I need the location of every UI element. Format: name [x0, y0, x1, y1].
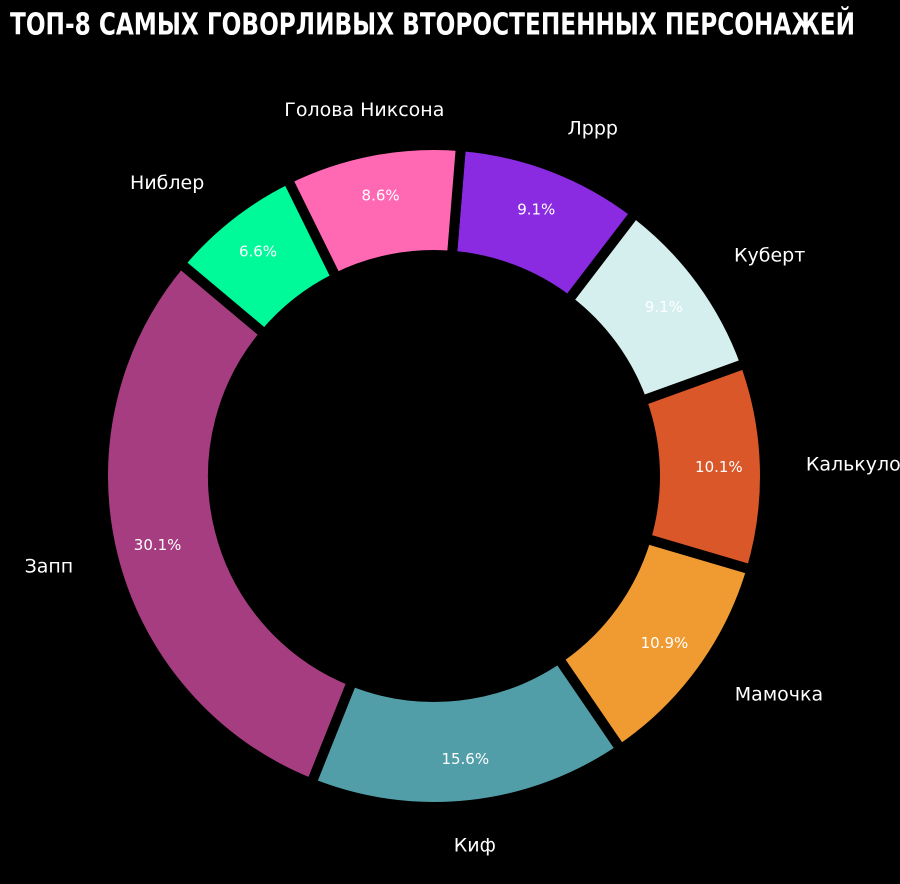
- value-label: 9.1%: [645, 298, 683, 316]
- value-label: 10.9%: [641, 634, 689, 652]
- category-label: Куберт: [734, 245, 805, 267]
- wedge: [173, 172, 343, 341]
- labels: 30.1% Запп 15.6% Киф 10.9% Мамочка 10.1% Кальку…: [25, 99, 900, 856]
- value-label: 9.1%: [517, 200, 555, 218]
- value-label: 10.1%: [695, 458, 743, 476]
- chart-title: ТОП-8 САМЫХ ГОВОРЛИВЫХ ВТОРОСТЕПЕННЫХ ПЕ…: [10, 7, 855, 43]
- category-label: Ниблер: [130, 172, 204, 194]
- category-label: Мамочка: [735, 683, 823, 705]
- value-label: 6.6%: [239, 242, 277, 260]
- category-label: Киф: [454, 834, 496, 856]
- category-label: Калькулон: [806, 453, 900, 475]
- value-label: 8.6%: [362, 187, 400, 205]
- category-label: Лррр: [567, 117, 617, 139]
- value-label: 30.1%: [134, 536, 182, 554]
- category-label: Запп: [25, 555, 74, 577]
- value-label: 15.6%: [441, 750, 489, 768]
- category-label: Голова Никсона: [284, 99, 444, 121]
- wedge: [98, 256, 359, 790]
- wedges: [98, 140, 770, 812]
